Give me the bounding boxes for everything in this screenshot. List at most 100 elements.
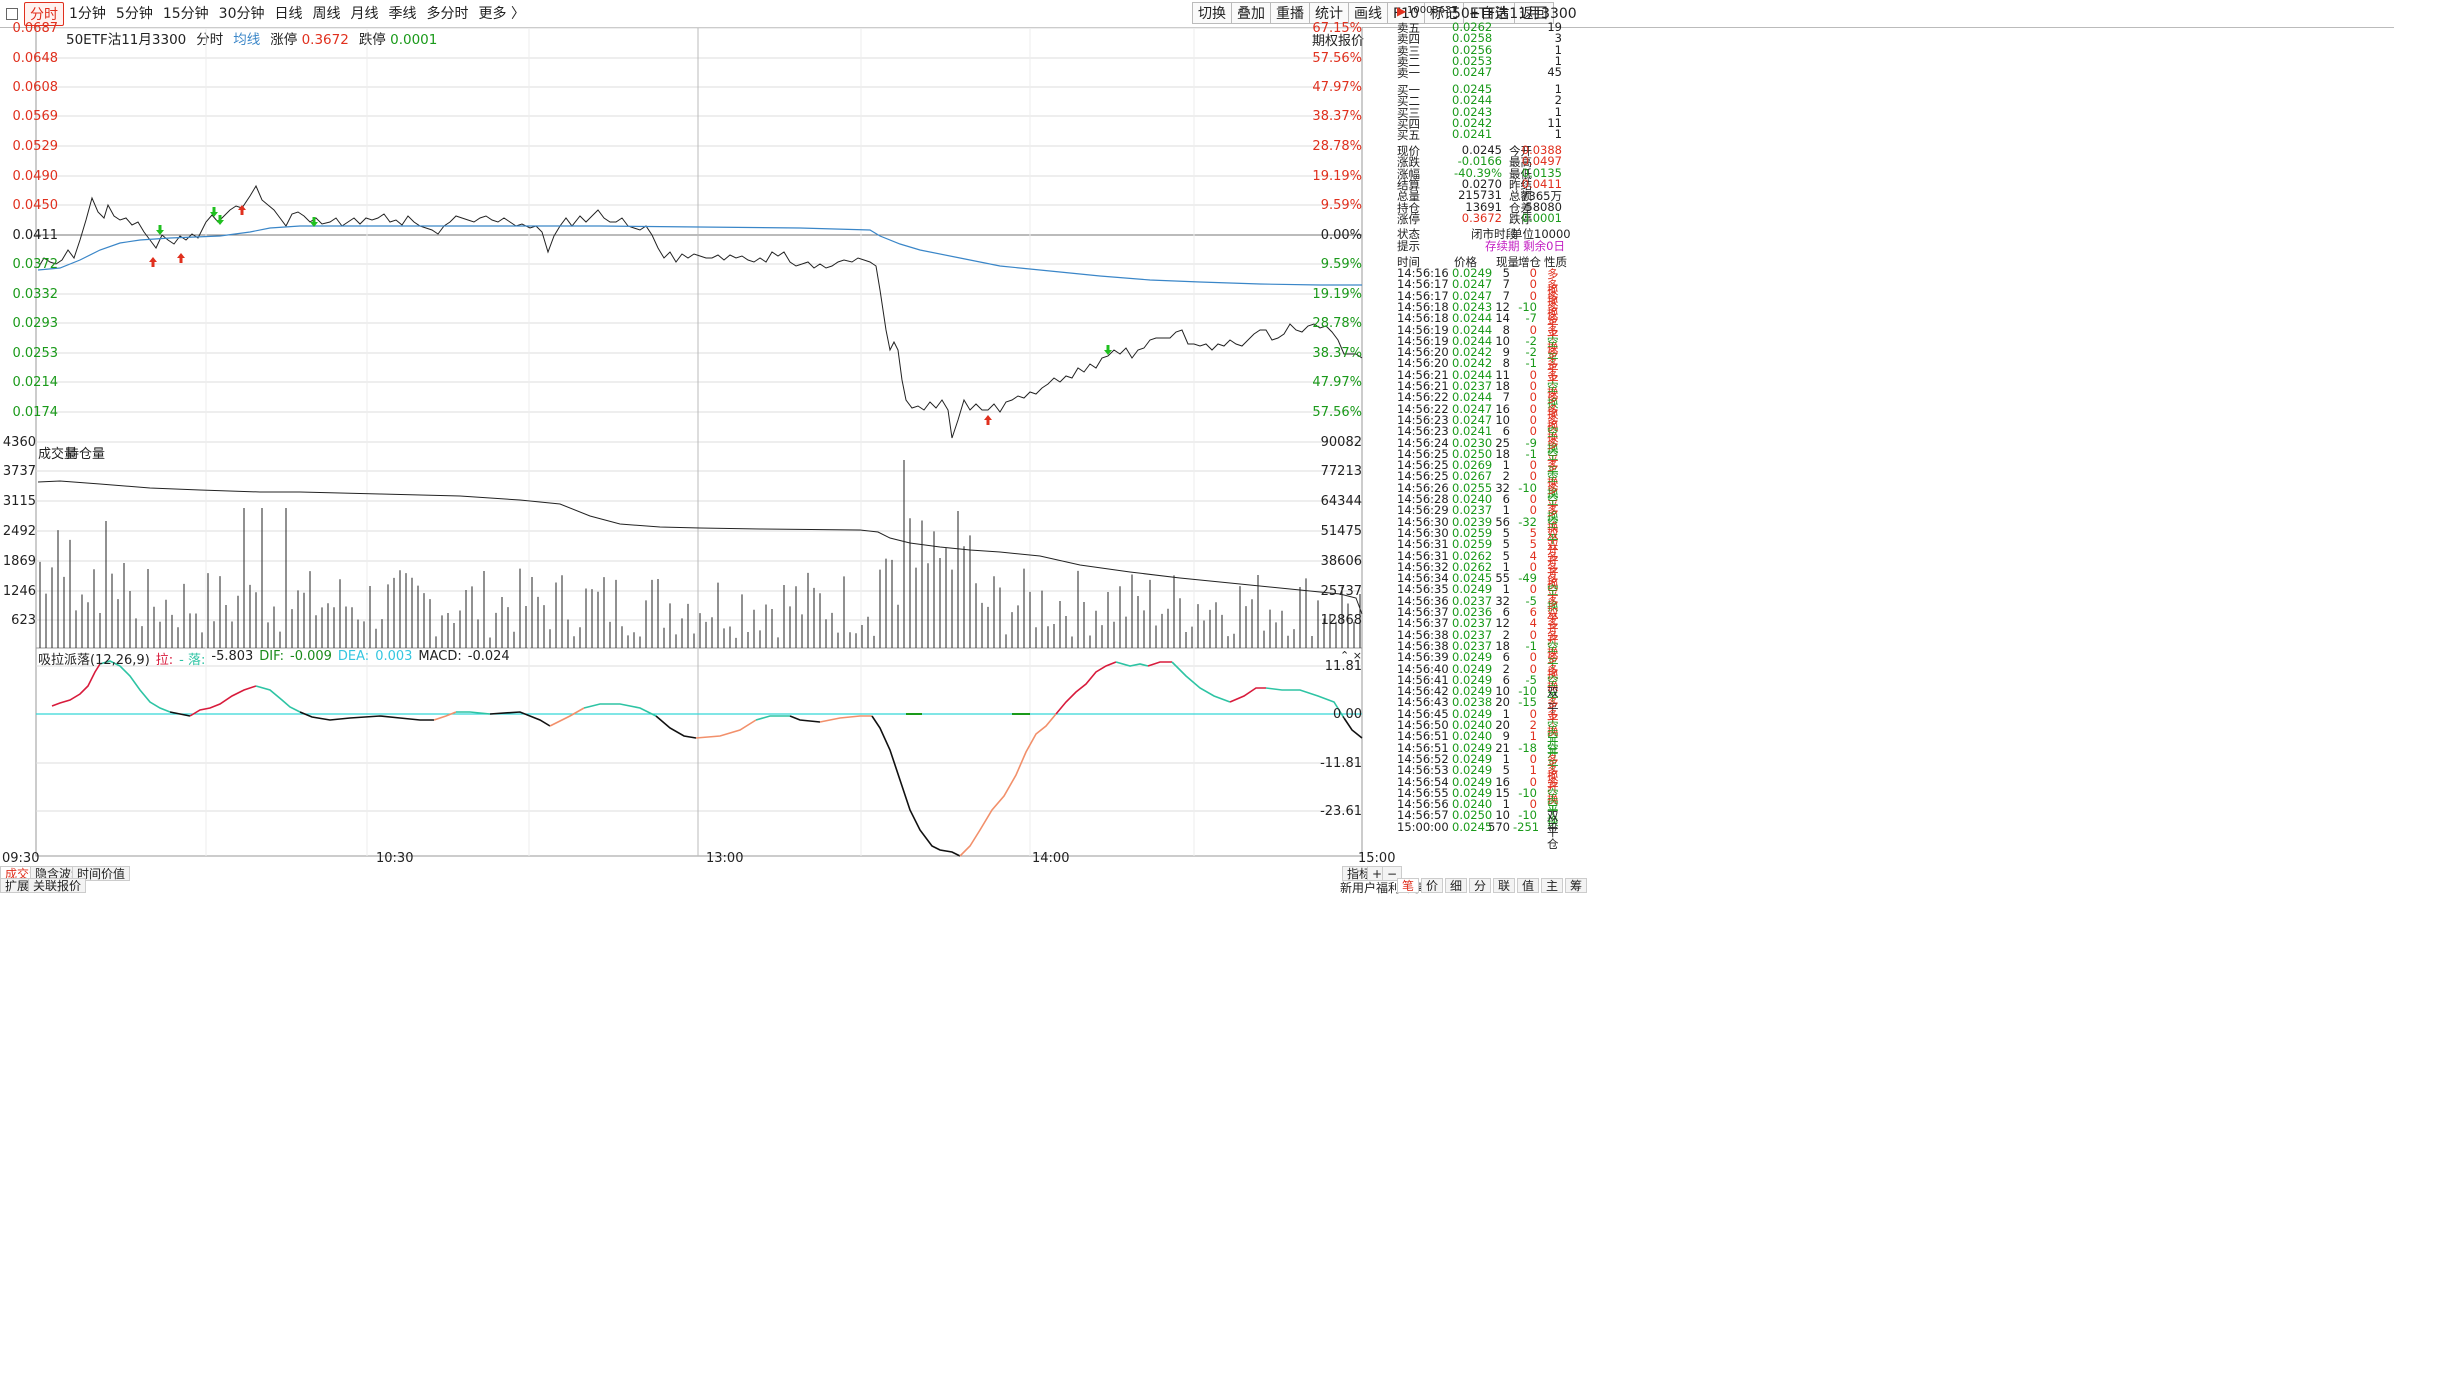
trade-time: 14:56:28: [1397, 492, 1449, 506]
trade-oi: -1: [1525, 356, 1537, 371]
tab-period-9[interactable]: 多分时: [426, 5, 469, 22]
trade-time: 14:56:21: [1397, 379, 1449, 393]
zoom-out-button[interactable]: −: [1382, 866, 1403, 881]
quote-tab-1[interactable]: 价: [1421, 878, 1443, 893]
trade-qty: 12: [1495, 616, 1510, 631]
trade-price: 0.0245: [1452, 819, 1493, 834]
trade-price: 0.0269: [1452, 458, 1493, 473]
window-icon[interactable]: [6, 7, 18, 20]
pct-axis-label: 19.19%: [1312, 287, 1362, 302]
trade-row: 14:56:21 0.0244 11 0 多换: [1397, 368, 1567, 399]
macd-line-segment: [583, 703, 657, 717]
trade-time: 14:56:16: [1397, 266, 1449, 280]
trade-price: 0.0249: [1452, 661, 1493, 676]
trade-oi: 0: [1529, 751, 1537, 766]
trade-oi: -5: [1525, 672, 1537, 687]
tab-period-8[interactable]: 季线: [388, 5, 417, 22]
trade-time: 14:56:36: [1397, 593, 1449, 608]
trade-qty: 7: [1502, 390, 1510, 405]
trade-time: 14:56:31: [1397, 548, 1449, 563]
related-quote-button[interactable]: 关联报价: [28, 878, 87, 893]
trade-price: 0.0267: [1452, 469, 1493, 484]
trade-row: 14:56:41 0.0249 6 -5 空平: [1397, 672, 1567, 704]
dif-label: DIF:: [259, 649, 284, 664]
trade-price: 0.0247: [1452, 412, 1493, 427]
trade-time: 14:56:23: [1397, 424, 1449, 439]
trade-nature: 多换: [1547, 391, 1559, 422]
trade-qty: 16: [1495, 401, 1510, 416]
trade-oi: -2: [1525, 345, 1537, 360]
tab-period-2[interactable]: 5分钟: [115, 5, 153, 22]
trade-price: 0.0230: [1452, 435, 1493, 450]
price-axis-label: 0.0687: [12, 21, 59, 36]
stat-label: 结算: [1397, 177, 1420, 192]
volume-axis-label: 3115: [2, 494, 36, 509]
option-quote-link[interactable]: 期权报价: [1312, 34, 1365, 49]
book-price: 0.0262: [1452, 20, 1493, 34]
toolbar-button-1[interactable]: 叠加: [1231, 2, 1271, 24]
macd-line-segment: [789, 715, 821, 723]
trade-price: 0.0240: [1452, 729, 1493, 744]
tab-period-0[interactable]: 分时: [24, 1, 64, 26]
trade-price: 0.0255: [1452, 480, 1493, 495]
quote-tab-2[interactable]: 细: [1445, 878, 1467, 893]
toolbar-button-5[interactable]: F10: [1387, 2, 1425, 24]
book-volume: 1: [1554, 104, 1562, 119]
oi-axis-label: 25737: [1320, 584, 1362, 599]
quote-tab-4[interactable]: 联: [1493, 878, 1515, 893]
pct-axis-label: 67.15%: [1312, 21, 1362, 36]
trade-price: 0.0237: [1452, 593, 1493, 608]
quote-tab-3[interactable]: 分: [1469, 878, 1491, 893]
tab-period-10[interactable]: 更多 〉: [478, 5, 525, 22]
tab-period-1[interactable]: 1分钟: [69, 5, 106, 22]
avg-line-label: 均线: [233, 32, 261, 48]
trade-qty: 10: [1495, 808, 1510, 823]
book-label: 卖四: [1397, 32, 1420, 47]
tab-period-5[interactable]: 日线: [274, 5, 303, 22]
tab-period-4[interactable]: 30分钟: [218, 5, 265, 22]
tab-period-7[interactable]: 月线: [350, 5, 379, 22]
quote-tab-7[interactable]: 筹: [1565, 878, 1587, 893]
macd-line-segment: [51, 663, 101, 707]
quote-tab-6[interactable]: 主: [1541, 878, 1563, 893]
macd-line-segment: [99, 660, 171, 713]
book-volume: 1: [1554, 53, 1562, 68]
tab-period-3[interactable]: 15分钟: [162, 5, 209, 22]
trade-nature: 多平: [1547, 594, 1559, 625]
stat-label: 最高: [1509, 155, 1532, 170]
tab-period-6[interactable]: 周线: [312, 5, 341, 22]
macd-axis-label: -23.61: [1320, 804, 1362, 819]
trade-time: 14:56:52: [1397, 751, 1449, 766]
book-volume: 45: [1547, 65, 1562, 80]
book-label: 买一: [1397, 83, 1420, 97]
trade-oi: -32: [1518, 514, 1537, 529]
trade-time: 14:56:43: [1397, 695, 1449, 710]
trade-qty: 56: [1495, 514, 1510, 529]
stat-label: 昨结: [1509, 177, 1532, 192]
trade-qty: 1: [1502, 582, 1510, 597]
stat-value: 0.0135: [1521, 165, 1562, 180]
trade-row: 14:56:40 0.0249 2 0 多换: [1397, 661, 1567, 693]
toolbar-button-7[interactable]: +自选: [1462, 2, 1515, 24]
dea-value: 0.003: [375, 649, 413, 664]
toolbar-button-6[interactable]: 标记: [1423, 2, 1464, 24]
toolbar-button-4[interactable]: 画线: [1348, 2, 1388, 24]
toolbar-button-3[interactable]: 统计: [1309, 2, 1349, 24]
trade-qty: 20: [1495, 718, 1510, 732]
macd-collapse-icon[interactable]: ⌃ ×: [1340, 649, 1362, 662]
trade-price: 0.0249: [1452, 763, 1493, 778]
toolbar-button-8[interactable]: 返回: [1513, 2, 1554, 24]
trade-price: 0.0236: [1452, 605, 1493, 619]
chart-info-line: 50ETF沽11月3300 分时 均线 涨停 0.3672 跌停 0.0001: [66, 28, 437, 48]
trade-row: 14:56:20 0.0242 8 -1 多平: [1397, 356, 1567, 387]
bottom-tab-2[interactable]: 时间价值: [72, 866, 131, 881]
price-axis-label: 0.0174: [12, 405, 59, 420]
trade-qty: 2: [1502, 627, 1510, 642]
trade-nature: 空开: [1547, 719, 1559, 749]
intraday-chart: [35, 27, 1363, 857]
quote-tab-0[interactable]: 笔: [1397, 878, 1419, 893]
trade-oi: 0: [1529, 797, 1537, 812]
trade-oi: 0: [1529, 503, 1537, 518]
quote-tab-5[interactable]: 值: [1517, 878, 1539, 893]
book-volume: 2: [1554, 93, 1562, 108]
